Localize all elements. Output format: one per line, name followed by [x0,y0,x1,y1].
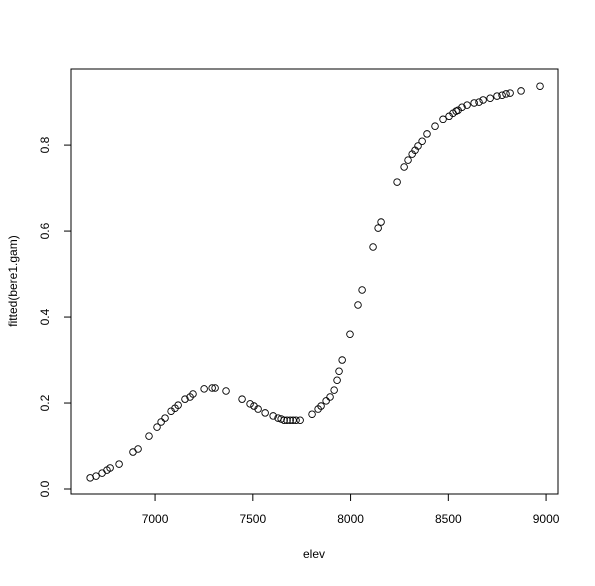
point [296,416,304,424]
point [161,414,169,422]
point [115,460,123,468]
point [157,418,165,426]
point [333,376,341,384]
point [222,387,230,395]
point [181,395,189,403]
point [354,301,362,309]
point [317,402,325,410]
x-tick-label: 9000 [533,512,560,526]
point [106,464,114,472]
point [254,405,262,413]
x-tick-label: 7000 [142,512,169,526]
point [335,367,343,375]
point [283,416,291,424]
point [506,89,514,97]
y-tick-label: 0.6 [38,222,52,239]
point [338,356,346,364]
point [470,99,478,107]
point [200,385,208,393]
point [92,472,100,480]
x-tick-label: 8500 [435,512,462,526]
point [326,393,334,401]
point [189,390,197,398]
plot-frame [70,68,559,495]
point [211,384,219,392]
point [280,416,288,424]
point [536,82,544,90]
point [269,412,277,420]
point [423,130,431,138]
y-tick-label: 0.2 [38,394,52,411]
point [502,90,510,98]
point [400,163,408,171]
point [393,178,401,186]
point [174,401,182,409]
point [517,87,525,95]
point [134,445,142,453]
point [418,137,426,145]
x-tick-label: 7500 [239,512,266,526]
point [98,469,106,477]
point [369,243,377,251]
x-axis-label: elev [303,547,325,561]
point [493,92,501,100]
point [286,416,294,424]
point [374,224,382,232]
point [377,218,385,226]
point [153,423,161,431]
point [208,384,216,392]
point [414,142,422,150]
point [486,94,494,102]
point [498,91,506,99]
point [358,286,366,294]
point [458,103,466,112]
point [330,386,338,394]
x-tick-label: 8000 [337,512,364,526]
y-tick-label: 0.0 [38,480,52,497]
point [404,156,412,164]
point [145,432,153,440]
y-tick-label: 0.8 [38,136,52,153]
point [431,122,439,130]
y-tick-label: 0.4 [38,308,52,325]
point [292,416,300,424]
point [246,400,254,408]
point [479,96,487,104]
point [463,101,471,109]
y-axis-label: fitted(bere1.gam) [6,235,20,326]
point [238,395,246,403]
point [439,115,447,124]
point [261,409,269,417]
point [346,330,354,338]
point [308,410,316,418]
point [322,397,330,405]
point [475,98,483,106]
